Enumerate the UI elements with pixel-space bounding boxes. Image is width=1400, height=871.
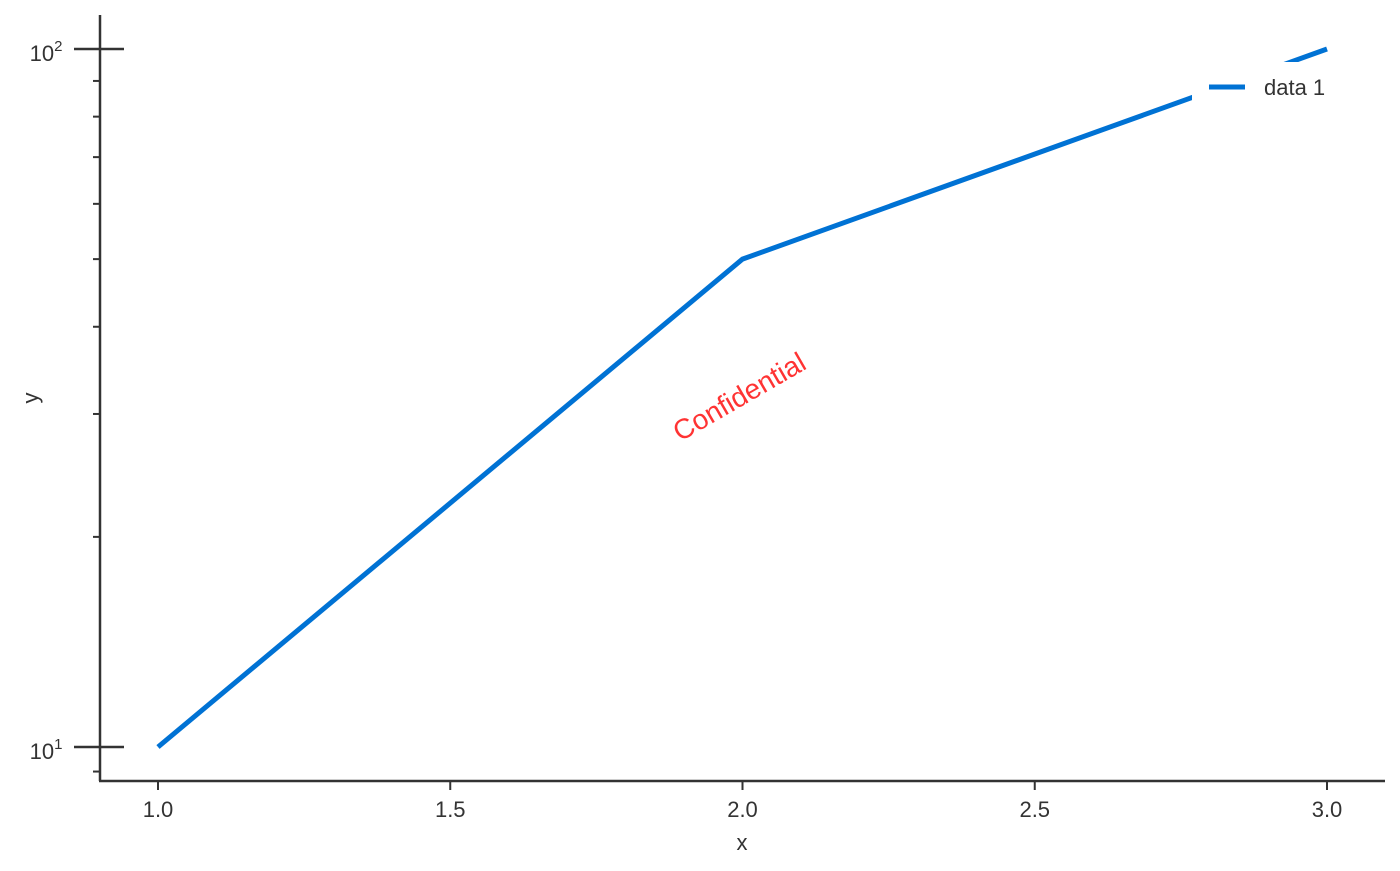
y-axis-label: y [18, 393, 43, 404]
x-tick-label: 1.5 [435, 797, 466, 822]
y-axis-ticks: 101 102 [30, 38, 124, 773]
series-line-data-1 [156, 46, 1328, 749]
series-layer [156, 46, 1328, 749]
legend-label-data-1: data 1 [1264, 75, 1325, 100]
x-tick-label: 1.0 [143, 797, 174, 822]
x-tick-label: 2.0 [727, 797, 758, 822]
watermark-confidential: Confidential [667, 346, 811, 447]
x-axis-label: x [737, 830, 748, 855]
y-tick-label: 102 [30, 38, 63, 66]
x-tick-label: 2.5 [1019, 797, 1050, 822]
x-axis-ticks: 1.0 1.5 2.0 2.5 3.0 [143, 781, 1343, 822]
y-tick-label: 101 [30, 736, 63, 764]
x-tick-label: 3.0 [1312, 797, 1343, 822]
legend: data 1 [1192, 62, 1367, 114]
